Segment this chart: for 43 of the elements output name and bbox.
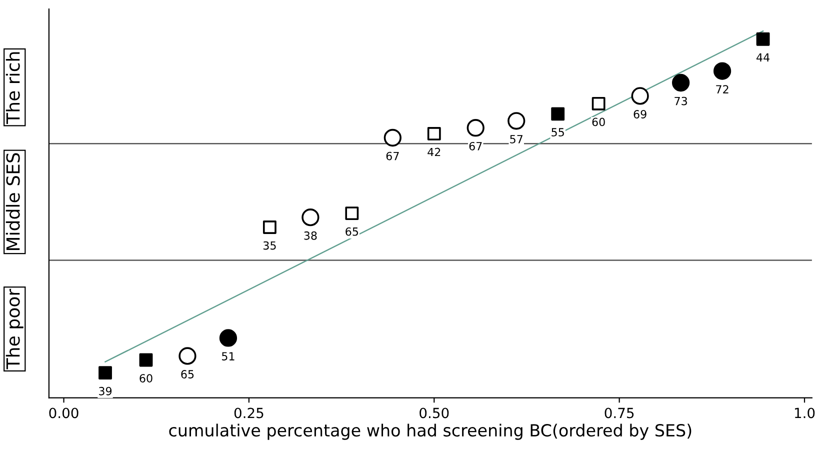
point xyxy=(427,127,441,140)
point xyxy=(756,32,770,46)
point xyxy=(592,96,606,110)
point xyxy=(345,206,359,220)
x-axis-title: cumulative percentage who had screening BC(ordered by SES) xyxy=(169,424,692,440)
x-tick-label: 0.75 xyxy=(604,408,634,418)
x-tick-label: 1.0 xyxy=(794,408,815,418)
annotation: 55 xyxy=(552,128,564,136)
annotation: 42 xyxy=(428,148,440,156)
point xyxy=(551,107,565,121)
point xyxy=(631,87,649,105)
annotation: 67 xyxy=(386,152,399,160)
point xyxy=(139,353,153,367)
annotation: 73 xyxy=(674,96,687,106)
annotation: 39 xyxy=(99,386,112,396)
annotation: 67 xyxy=(469,142,482,150)
point xyxy=(302,208,320,226)
annotation: 72 xyxy=(716,85,728,94)
text: The poor xyxy=(6,288,24,370)
annotation: 65 xyxy=(181,370,194,378)
x-tick-label: 0.25 xyxy=(234,408,264,418)
point xyxy=(178,347,196,365)
annotation: 35 xyxy=(263,241,276,250)
x-tick-label: 0.50 xyxy=(420,408,449,418)
x-tick-label: 0.00 xyxy=(49,408,78,418)
annotation: 65 xyxy=(346,227,358,236)
annotation: 57 xyxy=(510,135,522,144)
point xyxy=(672,74,690,92)
text: The rich xyxy=(6,52,20,124)
point xyxy=(384,128,402,147)
annotation: 38 xyxy=(304,231,317,240)
annotation: 69 xyxy=(634,110,646,118)
annotation: 60 xyxy=(592,118,605,126)
point xyxy=(466,119,484,137)
annotation: 44 xyxy=(756,53,770,62)
point xyxy=(219,329,238,347)
annotation: 60 xyxy=(140,374,152,382)
annotation: 51 xyxy=(222,352,234,360)
point xyxy=(98,366,112,380)
point xyxy=(262,220,276,234)
point xyxy=(713,62,732,80)
text: Middle SES xyxy=(6,153,20,250)
point xyxy=(508,112,526,130)
